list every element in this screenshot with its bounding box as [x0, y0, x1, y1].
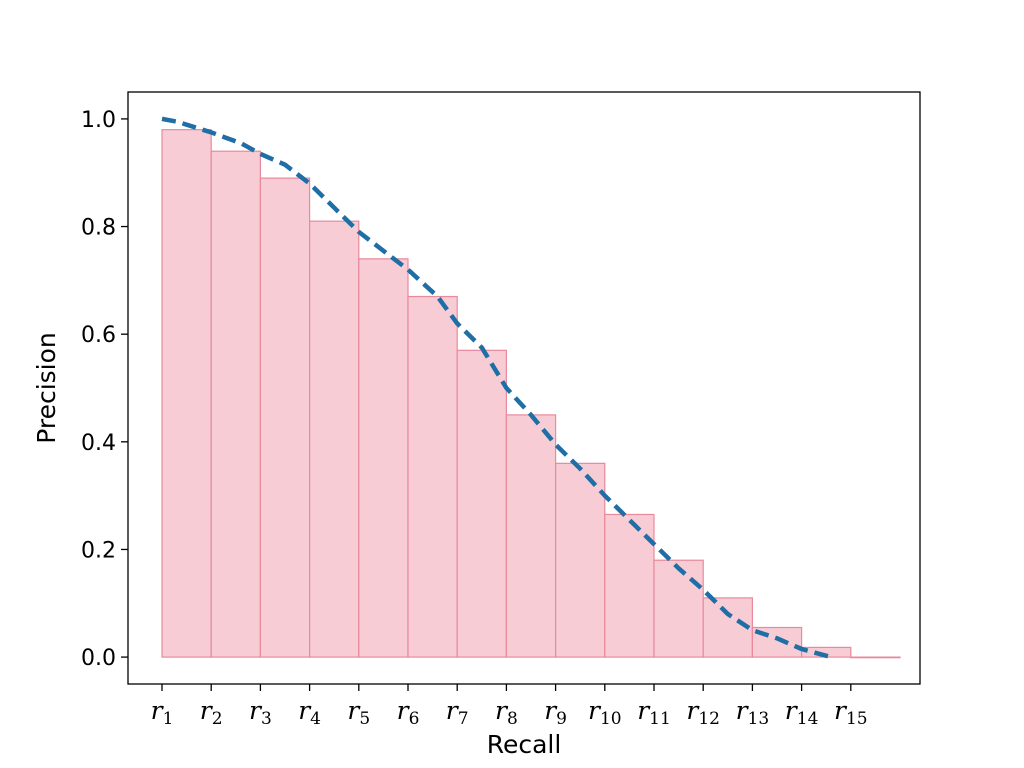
y-tick-label: 1.0 [81, 108, 116, 133]
x-tick-label-r15: r15 [834, 696, 868, 729]
bars-group [161, 129, 901, 659]
x-tick-label-r7: r7 [446, 696, 469, 729]
plot-frame [127, 91, 921, 685]
x-tick-label-r11: r11 [637, 696, 671, 729]
x-tick-label-r14: r14 [785, 696, 819, 729]
bar-11 [653, 559, 704, 658]
y-axis-ticks: 0.0 0.2 0.4 0.6 0.8 1.0 [81, 108, 128, 671]
bar-1 [161, 129, 212, 658]
x-tick-label-r5: r5 [347, 696, 370, 729]
bar-9 [554, 462, 606, 658]
x-tick-label-r10: r10 [588, 696, 622, 729]
x-tick-label-r6: r6 [397, 696, 420, 729]
x-axis-ticks: r1 r2 r3 r4 r5 r6 r7 r8 r9 r10 r11 r12 r13 r14 r15 [151, 684, 868, 729]
y-tick-label: 0.6 [81, 323, 116, 348]
y-axis-label: Precision [32, 332, 61, 444]
bar-3 [259, 177, 311, 658]
x-tick-label-r1: r1 [151, 696, 174, 729]
bar-4 [309, 220, 360, 658]
y-tick-label: 0.8 [81, 216, 116, 241]
bar-8 [505, 414, 557, 658]
x-tick-label-r9: r9 [544, 696, 567, 729]
x-axis-label: Recall [487, 730, 562, 759]
x-tick-label-r2: r2 [200, 696, 223, 729]
y-tick-label: 0.0 [81, 646, 116, 671]
x-tick-label-r3: r3 [249, 696, 272, 729]
y-tick-label: 0.2 [81, 538, 116, 563]
bar-15 [850, 656, 901, 659]
x-tick-label-r8: r8 [495, 696, 518, 729]
bar-5 [358, 258, 409, 658]
x-tick-label-r13: r13 [736, 696, 770, 729]
x-tick-label-r12: r12 [686, 696, 720, 729]
x-tick-label-r4: r4 [298, 696, 321, 729]
bar-7 [456, 349, 508, 658]
bar-2 [210, 150, 261, 658]
precision-curve [161, 116, 832, 660]
y-tick-label: 0.4 [81, 431, 116, 456]
bar-6 [407, 295, 458, 658]
